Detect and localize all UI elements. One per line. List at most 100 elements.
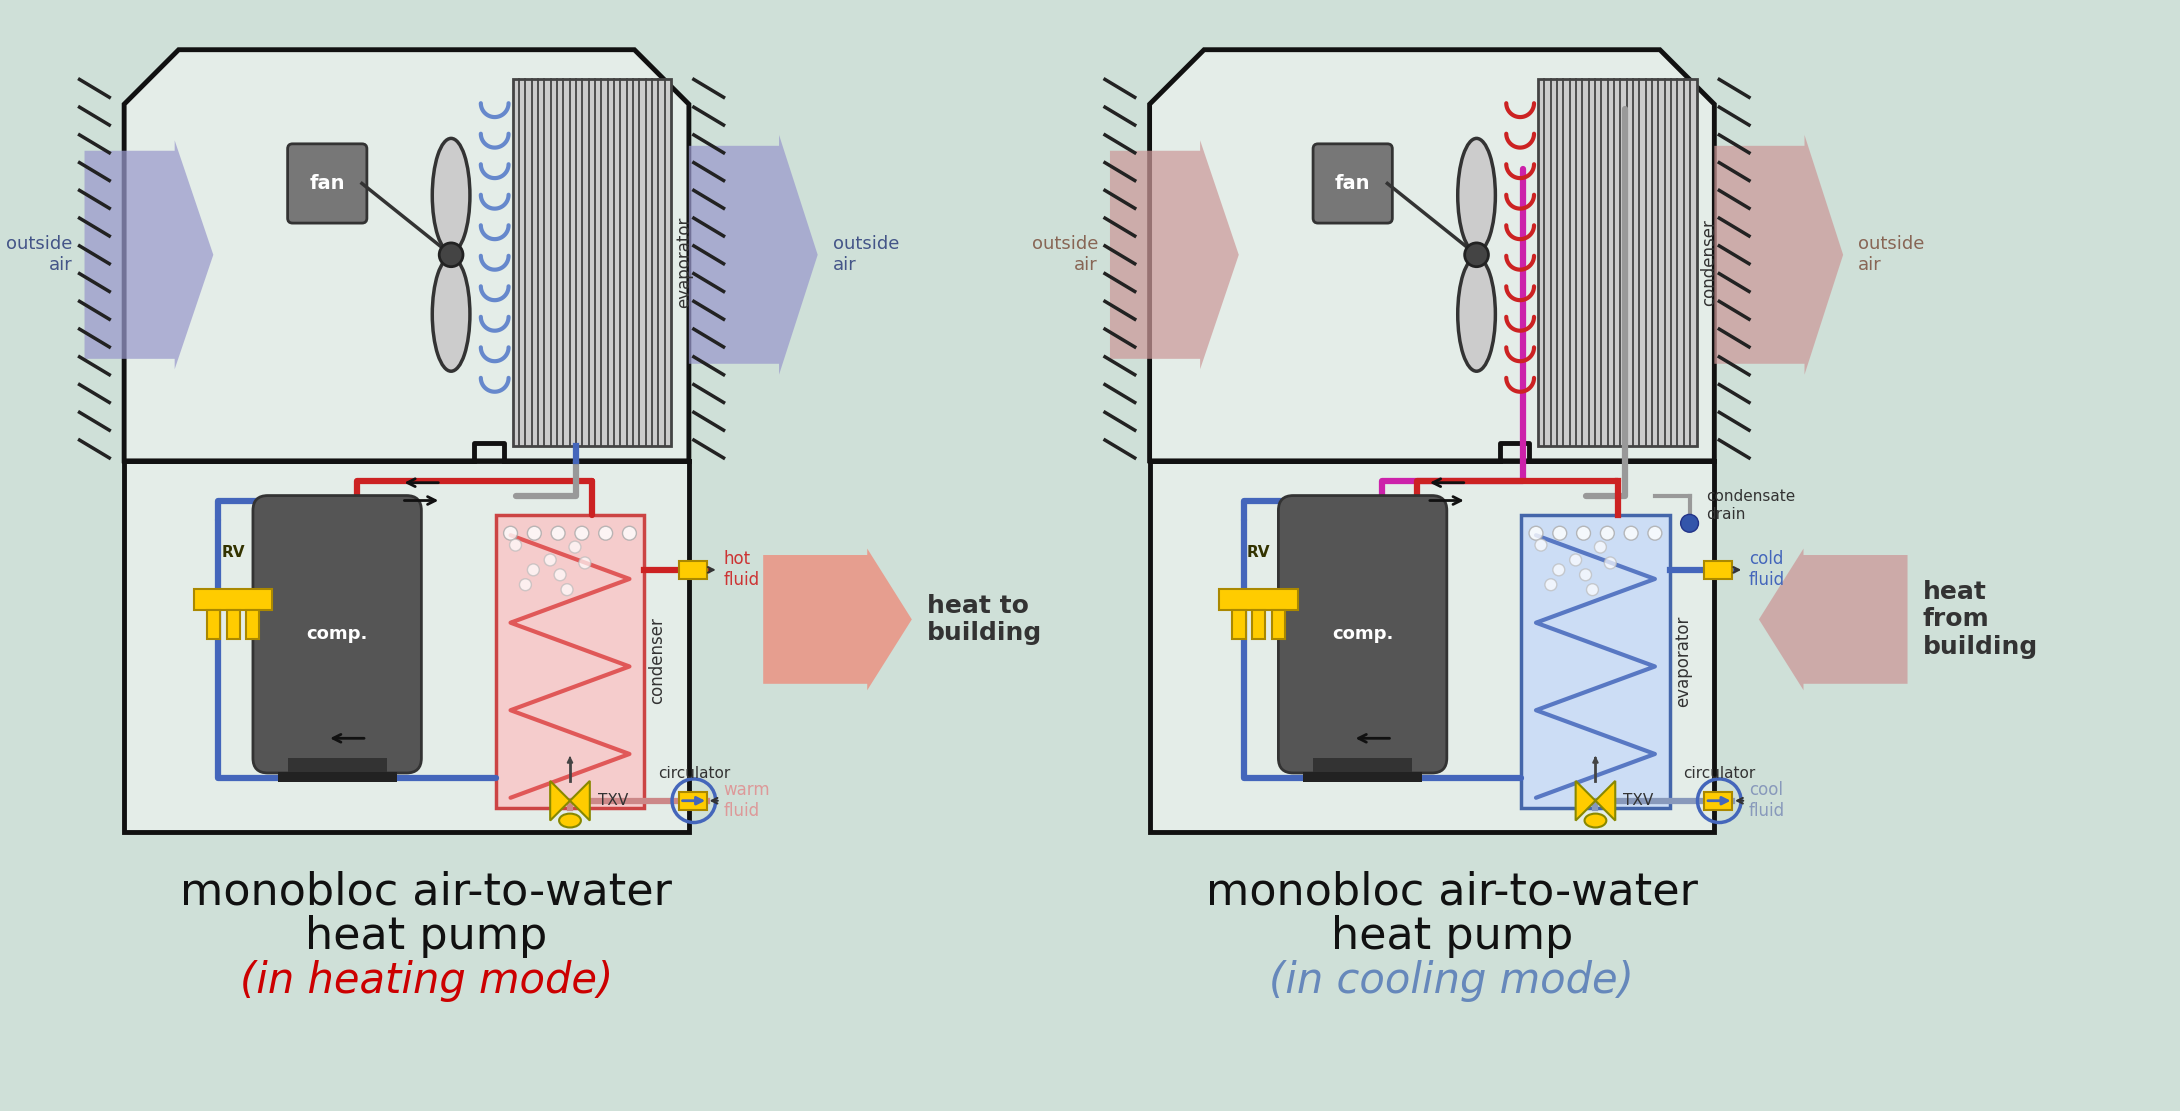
Bar <box>678 792 706 810</box>
Text: cold
fluid: cold fluid <box>1748 550 1785 589</box>
Polygon shape <box>1576 781 1596 821</box>
Text: outside
air: outside air <box>833 236 898 274</box>
Text: (in cooling mode): (in cooling mode) <box>1269 960 1635 1002</box>
Polygon shape <box>549 781 569 821</box>
Bar <box>207 610 220 639</box>
Text: TXV: TXV <box>1624 793 1652 808</box>
Circle shape <box>576 527 589 540</box>
Text: fan: fan <box>1334 174 1371 193</box>
Bar <box>1219 589 1297 610</box>
FancyBboxPatch shape <box>253 496 421 773</box>
Circle shape <box>1681 514 1698 532</box>
Circle shape <box>554 569 567 581</box>
Text: outside
air: outside air <box>7 236 72 274</box>
Circle shape <box>1576 527 1591 540</box>
Circle shape <box>519 579 532 591</box>
FancyArrow shape <box>1759 549 1908 690</box>
Text: heat pump: heat pump <box>305 915 547 958</box>
Text: outside
air: outside air <box>1857 236 1925 274</box>
Circle shape <box>1552 527 1567 540</box>
Bar <box>512 79 671 446</box>
FancyArrow shape <box>1110 140 1238 369</box>
Circle shape <box>528 527 541 540</box>
Text: comp.: comp. <box>1332 625 1393 643</box>
Circle shape <box>545 554 556 565</box>
Polygon shape <box>1149 50 1713 461</box>
FancyArrow shape <box>85 140 214 369</box>
Bar <box>1304 772 1421 782</box>
FancyBboxPatch shape <box>1312 143 1393 223</box>
Circle shape <box>1580 569 1591 581</box>
Text: comp.: comp. <box>307 625 368 643</box>
Text: fan: fan <box>310 174 344 193</box>
Bar <box>1271 610 1284 639</box>
Text: evaporator: evaporator <box>1674 615 1692 707</box>
FancyArrow shape <box>689 134 818 374</box>
Text: hot
fluid: hot fluid <box>724 550 759 589</box>
Text: circulator: circulator <box>658 767 730 781</box>
Bar <box>1232 610 1245 639</box>
Circle shape <box>580 557 591 569</box>
Text: RV: RV <box>1247 546 1271 560</box>
Text: outside
air: outside air <box>1031 236 1099 274</box>
Circle shape <box>569 541 580 553</box>
Circle shape <box>1570 554 1580 565</box>
Circle shape <box>510 539 521 551</box>
Bar <box>288 758 386 772</box>
Ellipse shape <box>1458 258 1495 371</box>
Bar <box>495 516 645 808</box>
Polygon shape <box>569 781 591 821</box>
Bar <box>1705 792 1733 810</box>
Text: condensate
drain: condensate drain <box>1707 489 1796 522</box>
Circle shape <box>438 243 462 267</box>
Bar <box>1522 516 1670 808</box>
Text: condenser: condenser <box>647 618 667 704</box>
Text: heat pump: heat pump <box>1330 915 1574 958</box>
Circle shape <box>1552 564 1565 575</box>
FancyArrow shape <box>763 549 911 690</box>
Text: heat
from
building: heat from building <box>1923 580 2038 659</box>
Circle shape <box>1528 527 1543 540</box>
Text: RV: RV <box>222 546 244 560</box>
Circle shape <box>1604 557 1615 569</box>
FancyArrow shape <box>1713 134 1842 374</box>
Circle shape <box>560 583 573 595</box>
Ellipse shape <box>1458 139 1495 252</box>
Bar <box>1705 561 1733 579</box>
Circle shape <box>1535 539 1548 551</box>
Circle shape <box>1587 583 1598 595</box>
Circle shape <box>1465 243 1489 267</box>
Text: cool
fluid: cool fluid <box>1748 781 1785 820</box>
Ellipse shape <box>432 258 471 371</box>
Ellipse shape <box>1585 813 1607 828</box>
Circle shape <box>528 564 538 575</box>
Polygon shape <box>124 50 689 461</box>
Circle shape <box>1594 541 1607 553</box>
Text: evaporator: evaporator <box>676 217 693 309</box>
Text: monobloc air-to-water: monobloc air-to-water <box>181 870 671 913</box>
Bar <box>1312 758 1413 772</box>
Text: TXV: TXV <box>597 793 628 808</box>
Text: (in heating mode): (in heating mode) <box>240 960 613 1002</box>
Circle shape <box>1648 527 1661 540</box>
Text: circulator: circulator <box>1683 767 1755 781</box>
Bar <box>277 772 397 782</box>
Ellipse shape <box>432 139 471 252</box>
Ellipse shape <box>558 813 580 828</box>
Bar <box>246 610 259 639</box>
Text: condenser: condenser <box>1700 219 1718 307</box>
Bar <box>1149 461 1713 832</box>
Circle shape <box>1624 527 1637 540</box>
Bar <box>124 461 689 832</box>
FancyBboxPatch shape <box>288 143 366 223</box>
Circle shape <box>504 527 517 540</box>
Bar <box>678 561 706 579</box>
Bar <box>1537 79 1696 446</box>
Text: warm
fluid: warm fluid <box>724 781 770 820</box>
FancyBboxPatch shape <box>1277 496 1448 773</box>
Circle shape <box>623 527 637 540</box>
Circle shape <box>1546 579 1557 591</box>
Bar <box>1251 610 1264 639</box>
Text: monobloc air-to-water: monobloc air-to-water <box>1206 870 1698 913</box>
Circle shape <box>552 527 565 540</box>
